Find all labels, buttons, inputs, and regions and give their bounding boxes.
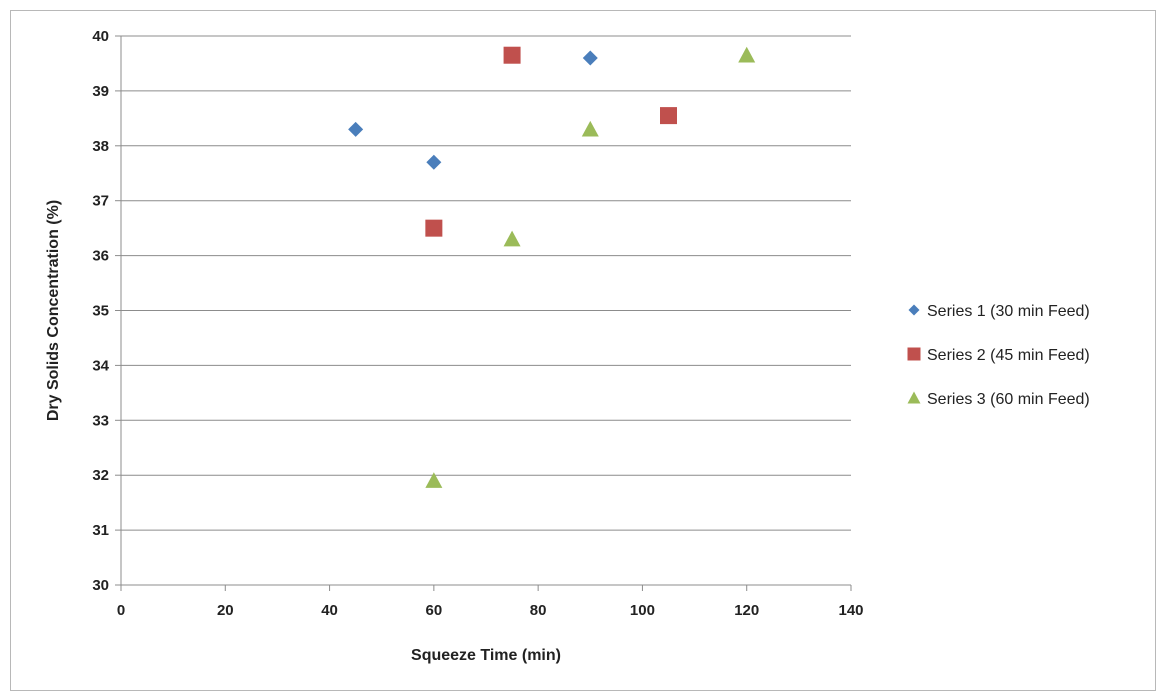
y-axis-title: Dry Solids Concentration (%) <box>45 200 62 421</box>
x-tick-label: 60 <box>426 602 443 619</box>
y-tick-label: 30 <box>92 577 109 594</box>
data-point-square <box>660 107 677 125</box>
data-point-diamond <box>348 121 364 137</box>
data-point-square <box>503 46 521 64</box>
legend-label: Series 1 (30 min Feed) <box>927 303 1090 320</box>
data-point-square <box>425 219 443 237</box>
y-tick-label: 33 <box>92 412 109 429</box>
x-tick-label: 40 <box>321 602 338 619</box>
x-tick-label: 20 <box>217 602 234 619</box>
x-axis-title: Squeeze Time (min) <box>411 647 561 664</box>
x-tick-label: 140 <box>838 602 863 619</box>
x-tick-label: 120 <box>734 602 759 619</box>
y-tick-label: 38 <box>92 138 109 155</box>
data-point-diamond <box>582 50 598 66</box>
gridlines <box>121 35 851 586</box>
data-point-triangle <box>425 472 443 488</box>
legend: Series 1 (30 min Feed) Series 2 (45 min F… <box>907 303 1090 408</box>
legend-marker-triangle <box>907 391 921 404</box>
axes <box>115 35 852 591</box>
data-point-triangle <box>581 120 599 137</box>
x-tick-label: 100 <box>630 602 655 619</box>
x-tick-label: 80 <box>530 602 547 619</box>
legend-marker-diamond <box>908 304 920 316</box>
y-tick-label: 32 <box>92 467 109 484</box>
x-tick-label: 0 <box>117 602 125 619</box>
tick-labels: 30 31 32 33 34 35 36 37 38 39 40 0 20 40 60 80 100 120 140 <box>92 28 863 619</box>
data-points <box>348 46 756 488</box>
y-tick-label: 34 <box>92 357 109 374</box>
data-point-triangle <box>738 46 756 63</box>
y-tick-label: 35 <box>92 303 109 320</box>
legend-label: Series 2 (45 min Feed) <box>927 347 1090 364</box>
y-tick-label: 31 <box>92 522 109 539</box>
legend-marker-square <box>907 347 921 361</box>
y-tick-label: 36 <box>92 248 109 265</box>
y-tick-label: 37 <box>92 193 109 210</box>
data-point-triangle <box>503 230 521 247</box>
chart-frame <box>10 10 1156 691</box>
y-tick-label: 40 <box>92 28 109 45</box>
data-point-diamond <box>426 154 442 170</box>
legend-label: Series 3 (60 min Feed) <box>927 391 1090 408</box>
y-tick-label: 39 <box>92 83 109 100</box>
